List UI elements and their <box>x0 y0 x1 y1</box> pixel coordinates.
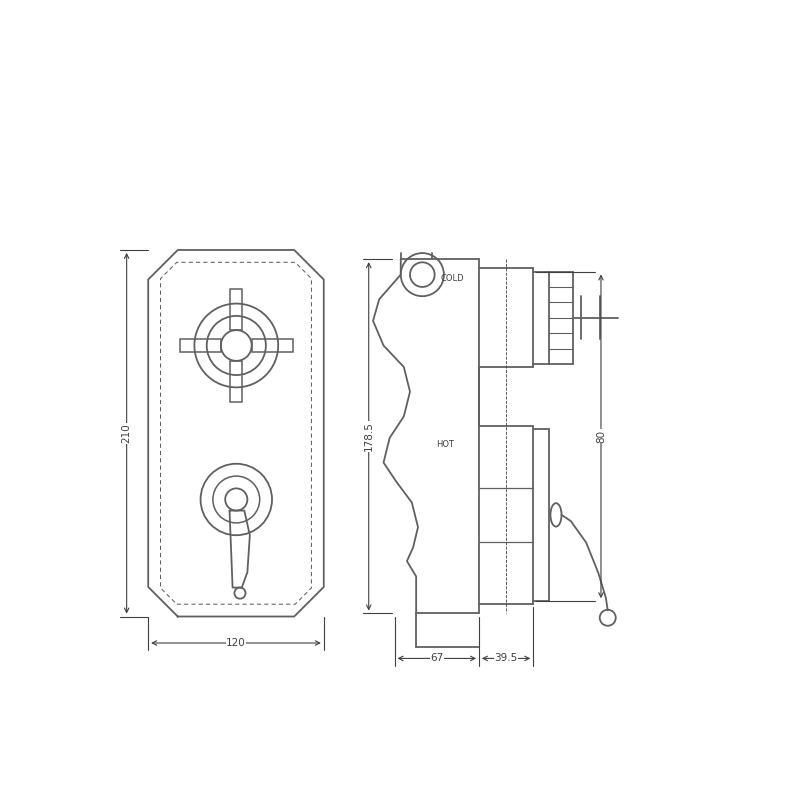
Bar <box>230 361 242 402</box>
Text: 80: 80 <box>596 430 606 443</box>
Text: COLD: COLD <box>441 274 465 283</box>
Text: 67: 67 <box>430 654 443 663</box>
Bar <box>252 339 293 352</box>
Text: HOT: HOT <box>437 439 454 449</box>
Bar <box>230 289 242 330</box>
Bar <box>180 339 221 352</box>
Text: 210: 210 <box>122 423 132 443</box>
Text: 120: 120 <box>226 638 246 648</box>
Text: 178.5: 178.5 <box>364 422 374 451</box>
Text: 39.5: 39.5 <box>494 654 518 663</box>
